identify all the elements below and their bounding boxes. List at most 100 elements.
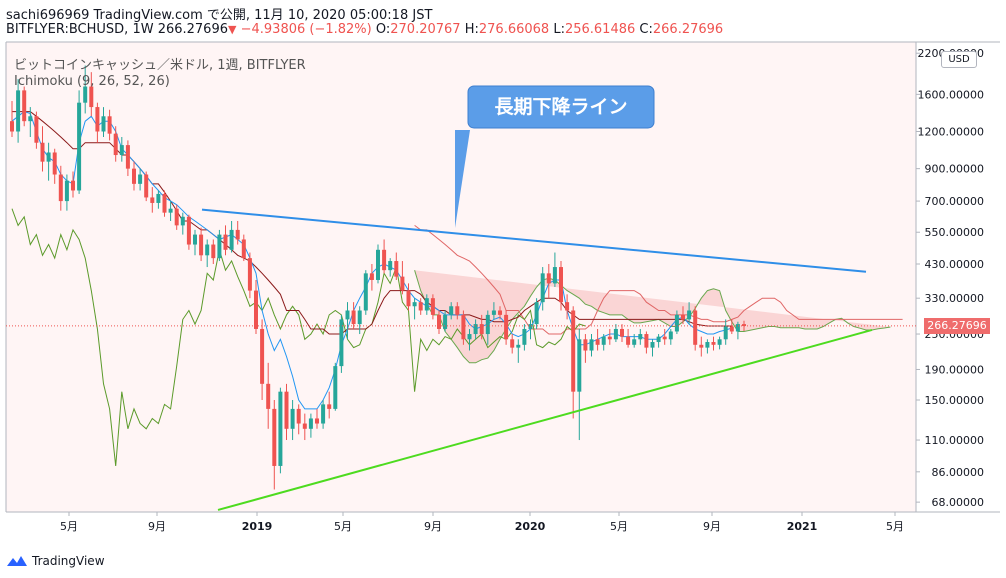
candle-body — [144, 174, 149, 198]
candle-body — [16, 90, 21, 132]
candle-body — [113, 133, 118, 156]
candle-body — [559, 267, 563, 303]
candle-body — [626, 336, 631, 345]
candle-body — [339, 319, 344, 367]
y-tick-label: 550.00000 — [925, 226, 985, 239]
candle-body — [552, 267, 557, 284]
tradingview-logo-icon — [7, 556, 27, 566]
y-tick-label: 86.00000 — [932, 466, 985, 479]
candle-body — [461, 314, 466, 340]
candle-body — [394, 261, 399, 277]
y-tick-label: 68.00000 — [932, 496, 985, 509]
candle-body — [119, 145, 124, 156]
candle-body — [71, 180, 75, 191]
candle-body — [64, 180, 69, 202]
candle-body — [418, 302, 423, 311]
candle-body — [296, 408, 301, 424]
candle-body — [211, 244, 216, 259]
candle-body — [260, 328, 265, 384]
candle-body — [693, 310, 698, 345]
publish-info: sachi696969 TradingView.com で公開, 11月 10,… — [6, 8, 433, 23]
candle-body — [52, 152, 57, 175]
candle-body — [180, 216, 185, 226]
legend-title[interactable]: ビットコインキャッシュ／米ドル, 1週, BITFLYER — [14, 58, 306, 73]
candle-body — [638, 334, 643, 340]
candle-body — [235, 229, 240, 240]
y-tick-label: 190.00000 — [925, 363, 985, 376]
x-tick-label: 2020 — [515, 520, 546, 533]
candle-body — [735, 324, 740, 332]
candle-body — [729, 326, 734, 332]
y-tick-label: 1600.00000 — [918, 88, 984, 101]
support-trend-line — [217, 329, 873, 511]
candle-body — [516, 344, 521, 348]
y-tick-label: 700.00000 — [925, 195, 985, 208]
down-triangle-icon: ▼ — [228, 23, 237, 36]
candle-body — [58, 174, 63, 202]
candle-body — [156, 193, 161, 203]
candle-body — [467, 334, 472, 340]
candle-body — [138, 174, 143, 184]
x-tick-label: 9月 — [424, 520, 442, 533]
candle-body — [528, 324, 533, 329]
candle-body — [351, 310, 356, 325]
x-tick-label: 5月 — [334, 520, 352, 533]
candle-body — [199, 234, 204, 256]
candle-body — [412, 302, 417, 307]
candle-body — [705, 342, 710, 348]
indicator-legend[interactable]: Ichimoku (9, 26, 52, 26) — [14, 74, 170, 89]
y-tick-label: 900.00000 — [925, 163, 985, 176]
x-tick-label: 5月 — [60, 520, 78, 533]
current-price-label: 266.27696 — [924, 318, 990, 334]
candle-body — [333, 366, 338, 409]
callout-box — [467, 85, 655, 129]
candle-body — [345, 310, 350, 320]
currency-unit-button[interactable]: USD — [941, 51, 977, 68]
candle-body — [711, 342, 716, 345]
candle-body — [382, 249, 387, 271]
senkou-span-b — [414, 224, 903, 335]
candle-body — [443, 314, 448, 329]
candle-body — [650, 342, 655, 348]
candle-body — [388, 261, 393, 271]
annotation-callout: 長期下降ライン — [455, 85, 655, 228]
callout-pointer — [455, 130, 470, 228]
candle-body — [589, 339, 594, 351]
candle-body — [363, 273, 368, 311]
candle-body — [223, 234, 228, 250]
candle-body — [595, 339, 600, 345]
candle-body — [498, 310, 502, 315]
candle-body — [742, 324, 746, 327]
candle-body — [565, 302, 570, 311]
candle-body — [723, 326, 728, 340]
candle-body — [357, 310, 362, 325]
candle-body — [186, 216, 191, 245]
candle-body — [485, 314, 490, 335]
candle-body — [83, 86, 88, 103]
x-tick-label: 5月 — [610, 520, 628, 533]
candle-body — [162, 193, 167, 213]
candle-body — [449, 306, 454, 315]
candle-body — [308, 418, 313, 429]
footer-brand[interactable]: TradingView — [6, 550, 105, 572]
candle-body — [699, 344, 704, 348]
candle-body — [168, 208, 173, 213]
candle-body — [34, 116, 39, 143]
candle-body — [369, 273, 374, 280]
candle-body — [125, 145, 130, 169]
x-tick-label: 5月 — [886, 520, 904, 533]
candle-body — [315, 418, 319, 424]
candle-body — [687, 310, 692, 320]
y-tick-label: 1200.00000 — [918, 125, 984, 138]
symbol-price: BITFLYER:BCHUSD, 1W 266.27696 — [6, 22, 228, 37]
candle-body — [473, 324, 478, 335]
candle-body — [101, 116, 106, 132]
senkou-span-a — [414, 270, 891, 364]
candle-body — [229, 229, 234, 250]
y-tick-label: 110.00000 — [925, 434, 985, 447]
candle-body — [674, 314, 679, 332]
y-tick-label: 150.00000 — [925, 394, 985, 407]
candle-body — [430, 298, 435, 315]
candle-body — [40, 142, 45, 162]
